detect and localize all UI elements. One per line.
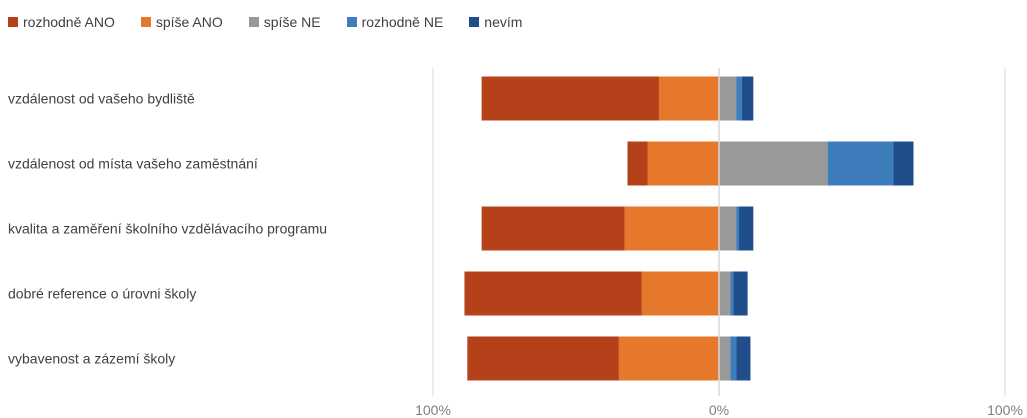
bar-segment: [719, 76, 737, 121]
bar-segment: [730, 271, 734, 316]
bar-segment: [627, 141, 648, 186]
bar-segment: [658, 76, 719, 121]
bar-segment: [741, 76, 754, 121]
bar-segment: [719, 336, 731, 381]
legend-swatch: [8, 17, 18, 27]
bar-segment: [719, 141, 828, 186]
bar-segment: [719, 271, 731, 316]
chart-legend: rozhodně ANO spíše ANO spíše NE rozhodně NE…: [8, 14, 522, 30]
bar-segment: [719, 206, 737, 251]
legend-label: rozhodně ANO: [23, 14, 115, 30]
bar-segment: [893, 141, 914, 186]
bar-segment: [827, 141, 894, 186]
legend-label: spíše NE: [263, 14, 321, 30]
legend-swatch: [248, 17, 259, 27]
legend-item: rozhodně NE: [346, 14, 444, 30]
bar-segment: [464, 271, 642, 316]
legend-label: spíše ANO: [155, 14, 223, 30]
bar-segment: [736, 206, 740, 251]
legend-item: spíše ANO: [140, 14, 223, 30]
bar-segment: [730, 336, 737, 381]
bar-segment: [481, 206, 625, 251]
legend-label: nevím: [484, 14, 523, 30]
bar-segment: [618, 336, 719, 381]
x-tick-label: 100%: [415, 402, 451, 418]
bar-segment: [739, 206, 754, 251]
legend-label: rozhodně NE: [361, 14, 444, 30]
bar-segment: [481, 76, 659, 121]
legend-item: nevím: [469, 14, 522, 30]
category-label: vzdálenost od místa vašeho zaměstnání: [8, 156, 258, 172]
legend-swatch: [140, 17, 151, 27]
category-label: vybavenost a zázemí školy: [8, 351, 175, 367]
legend-swatch: [469, 17, 480, 27]
bar-segment: [736, 336, 751, 381]
x-tick-label: 0%: [709, 402, 729, 418]
category-label: vzdálenost od vašeho bydliště: [8, 91, 195, 107]
legend-item: rozhodně ANO: [8, 14, 115, 30]
bar-segment: [736, 76, 742, 121]
category-label: kvalita a zaměření školního vzdělávacího…: [8, 221, 327, 237]
category-label: dobré reference o úrovni školy: [8, 286, 196, 302]
bar-segment: [733, 271, 748, 316]
bar-segment: [647, 141, 719, 186]
bar-segment: [624, 206, 719, 251]
bar-segment: [641, 271, 719, 316]
legend-item: spíše NE: [248, 14, 321, 30]
bar-segment: [467, 336, 619, 381]
x-tick-label: 100%: [987, 402, 1023, 418]
legend-swatch: [346, 17, 357, 27]
